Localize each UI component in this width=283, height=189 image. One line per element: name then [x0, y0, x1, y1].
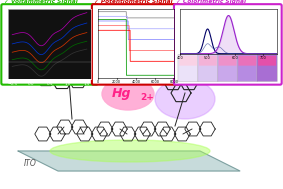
Text: ITO: ITO — [23, 159, 37, 167]
FancyBboxPatch shape — [198, 54, 218, 82]
FancyBboxPatch shape — [179, 56, 197, 66]
Text: ✓ Colorimetric Signal: ✓ Colorimetric Signal — [177, 0, 246, 4]
Text: 2+: 2+ — [140, 94, 154, 102]
Ellipse shape — [102, 78, 154, 110]
FancyBboxPatch shape — [237, 54, 258, 82]
FancyBboxPatch shape — [92, 4, 180, 85]
FancyBboxPatch shape — [199, 56, 217, 66]
Text: Hg: Hg — [111, 87, 131, 99]
FancyBboxPatch shape — [217, 54, 238, 82]
Ellipse shape — [155, 79, 215, 119]
FancyBboxPatch shape — [219, 56, 237, 66]
Polygon shape — [18, 151, 240, 171]
FancyBboxPatch shape — [238, 56, 256, 66]
FancyBboxPatch shape — [174, 4, 282, 85]
FancyBboxPatch shape — [257, 54, 277, 82]
Ellipse shape — [50, 140, 210, 162]
FancyBboxPatch shape — [1, 4, 98, 85]
FancyBboxPatch shape — [258, 56, 276, 66]
Text: ✓ Potentiometric Signal: ✓ Potentiometric Signal — [95, 0, 173, 4]
FancyBboxPatch shape — [178, 54, 198, 82]
Text: ✓ Voltammetric Signal: ✓ Voltammetric Signal — [4, 0, 78, 4]
